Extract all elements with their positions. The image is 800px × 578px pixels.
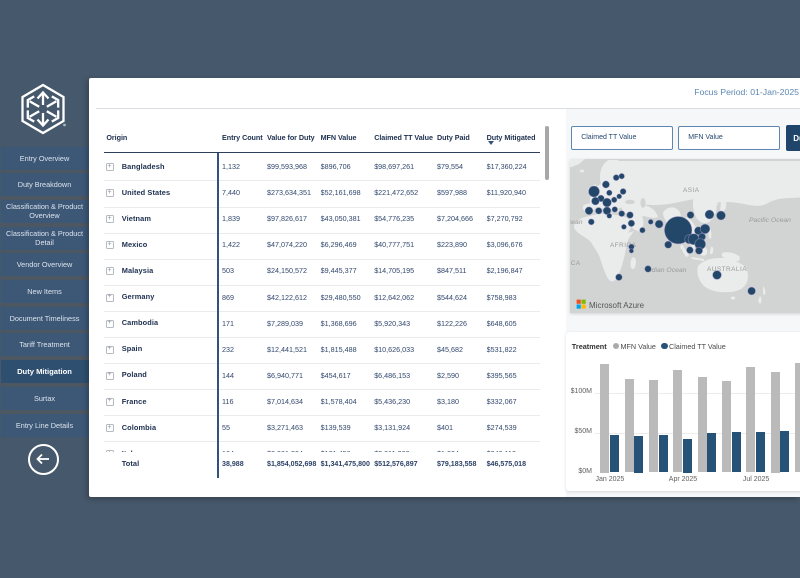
svg-text:AUSTRALIA: AUSTRALIA (707, 266, 747, 273)
svg-text:AMERICA: AMERICA (570, 260, 581, 267)
svg-text:Pacific Ocean: Pacific Ocean (749, 217, 791, 224)
svg-text:Ocean: Ocean (570, 219, 583, 226)
svg-text:AFRICA: AFRICA (610, 242, 637, 249)
svg-text:Microsoft Azure: Microsoft Azure (589, 301, 645, 310)
svg-text:ASIA: ASIA (683, 187, 700, 194)
svg-text:Indian Ocean: Indian Ocean (646, 267, 687, 274)
